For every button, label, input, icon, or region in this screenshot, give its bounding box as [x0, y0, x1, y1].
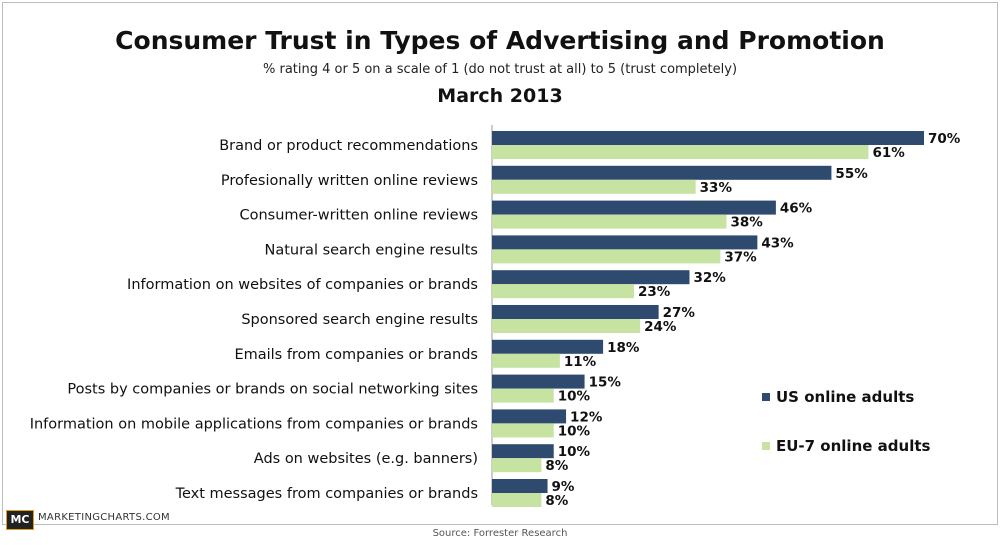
bar-us	[492, 200, 776, 215]
legend-swatch	[762, 442, 770, 450]
bar-eu7	[492, 214, 727, 229]
data-label: 10%	[558, 423, 591, 439]
bar-us	[492, 270, 690, 285]
chart-subtitle: % rating 4 or 5 on a scale of 1 (do not …	[262, 62, 738, 77]
data-label: 38%	[731, 215, 764, 231]
bar-us	[492, 305, 659, 319]
legend-label: US online adults	[776, 388, 914, 406]
bar-eu7	[492, 458, 542, 473]
bar-eu7	[492, 284, 634, 299]
data-label: 33%	[700, 180, 733, 196]
bar-us	[492, 131, 924, 145]
bar-us	[492, 409, 567, 424]
site-name: MARKETINGCHARTS.COM	[38, 512, 170, 523]
data-label: 8%	[545, 458, 568, 474]
data-label: 32%	[693, 270, 726, 286]
marketingcharts-logo: MC	[6, 510, 34, 530]
data-label: 11%	[564, 354, 597, 370]
data-label: 27%	[663, 305, 696, 321]
category-label: Posts by companies or brands on social n…	[67, 382, 478, 398]
chart-title: Consumer Trust in Types of Advertising a…	[115, 26, 885, 55]
category-label: Sponsored search engine results	[241, 312, 478, 328]
bar-eu7	[492, 179, 696, 194]
data-label: 18%	[607, 340, 640, 356]
bar-eu7	[492, 145, 869, 159]
bar-eu7	[492, 388, 554, 403]
bar-us	[492, 479, 548, 493]
bar-eu7	[492, 423, 554, 438]
data-label: 10%	[558, 444, 591, 460]
data-label: 55%	[835, 166, 868, 182]
bar-eu7	[492, 249, 721, 264]
data-label: 70%	[928, 131, 961, 147]
bar-us	[492, 339, 604, 354]
data-label: 37%	[724, 249, 757, 265]
bar-us	[492, 444, 554, 459]
data-label: 12%	[570, 409, 603, 425]
data-label: 46%	[780, 201, 813, 217]
data-label: 15%	[589, 375, 622, 391]
bar-us	[492, 165, 832, 180]
category-label: Natural search engine results	[264, 242, 478, 258]
chart-frame	[2, 2, 998, 525]
legend-label: EU-7 online adults	[776, 437, 931, 455]
data-label: 8%	[545, 493, 568, 509]
data-label: 24%	[644, 319, 677, 335]
category-label: Consumer-written online reviews	[239, 208, 478, 224]
data-label: 23%	[638, 284, 671, 300]
bar-eu7	[492, 319, 641, 333]
chart-date: March 2013	[437, 85, 563, 107]
data-label: 9%	[552, 479, 575, 495]
category-label: Ads on websites (e.g. banners)	[254, 451, 478, 467]
category-label: Profesionally written online reviews	[221, 173, 478, 189]
data-label: 43%	[761, 235, 794, 251]
category-label: Text messages from companies or brands	[175, 486, 478, 502]
bar-us	[492, 374, 585, 389]
bar-eu7	[492, 353, 560, 368]
bar-us	[492, 235, 758, 250]
source-note: Source: Forrester Research	[432, 528, 568, 539]
category-label: Information on websites of companies or …	[127, 277, 478, 293]
data-label: 61%	[872, 145, 905, 161]
category-label: Emails from companies or brands	[234, 347, 478, 363]
bar-eu7	[492, 493, 542, 507]
legend-swatch	[762, 393, 770, 401]
category-label: Information on mobile applications from …	[30, 416, 478, 432]
category-label: Brand or product recommendations	[219, 138, 478, 154]
data-label: 10%	[558, 389, 591, 405]
